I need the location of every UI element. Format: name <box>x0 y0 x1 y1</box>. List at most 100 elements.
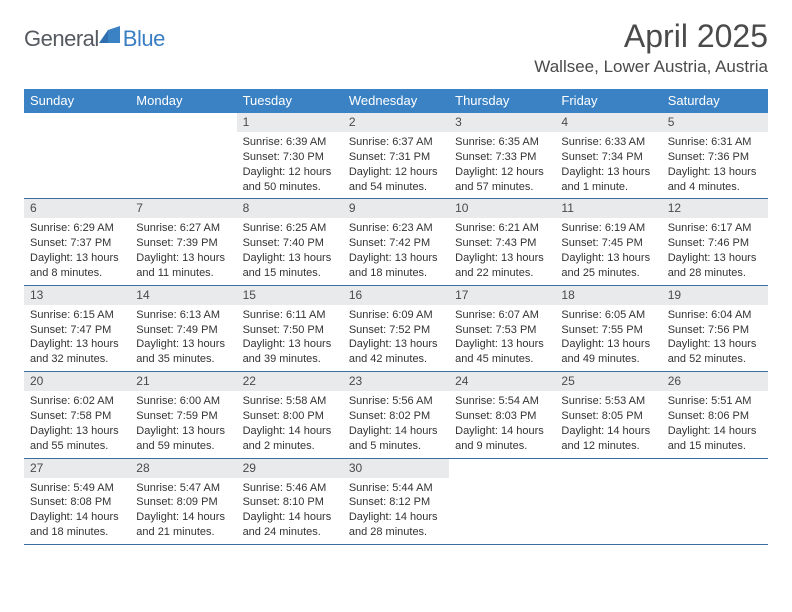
daylight-line: Daylight: 14 hours and 24 minutes. <box>243 510 337 540</box>
sunrise-line: Sunrise: 5:58 AM <box>243 394 337 409</box>
calendar-cell: 27Sunrise: 5:49 AMSunset: 8:08 PMDayligh… <box>24 459 130 544</box>
calendar-cell: 12Sunrise: 6:17 AMSunset: 7:46 PMDayligh… <box>662 199 768 284</box>
daylight-line: Daylight: 13 hours and 25 minutes. <box>561 251 655 281</box>
day-content: Sunrise: 6:19 AMSunset: 7:45 PMDaylight:… <box>555 218 661 284</box>
day-number: 8 <box>237 199 343 218</box>
sunrise-line: Sunrise: 6:00 AM <box>136 394 230 409</box>
day-number: 26 <box>662 372 768 391</box>
sunrise-line: Sunrise: 6:19 AM <box>561 221 655 236</box>
sunset-line: Sunset: 8:08 PM <box>30 495 124 510</box>
sunrise-line: Sunrise: 5:53 AM <box>561 394 655 409</box>
daylight-line: Daylight: 13 hours and 8 minutes. <box>30 251 124 281</box>
calendar-cell-empty <box>130 113 236 198</box>
calendar: SundayMondayTuesdayWednesdayThursdayFrid… <box>24 89 768 545</box>
day-content: Sunrise: 5:47 AMSunset: 8:09 PMDaylight:… <box>130 478 236 544</box>
sunset-line: Sunset: 7:56 PM <box>668 323 762 338</box>
daylight-line: Daylight: 12 hours and 50 minutes. <box>243 165 337 195</box>
sunset-line: Sunset: 8:03 PM <box>455 409 549 424</box>
weekday-header-cell: Saturday <box>662 89 768 113</box>
sunset-line: Sunset: 7:30 PM <box>243 150 337 165</box>
calendar-cell: 5Sunrise: 6:31 AMSunset: 7:36 PMDaylight… <box>662 113 768 198</box>
page-subtitle: Wallsee, Lower Austria, Austria <box>534 57 768 77</box>
sunset-line: Sunset: 7:58 PM <box>30 409 124 424</box>
calendar-cell: 15Sunrise: 6:11 AMSunset: 7:50 PMDayligh… <box>237 286 343 371</box>
day-number: 2 <box>343 113 449 132</box>
weekday-header-row: SundayMondayTuesdayWednesdayThursdayFrid… <box>24 89 768 113</box>
day-number: 17 <box>449 286 555 305</box>
calendar-cell: 26Sunrise: 5:51 AMSunset: 8:06 PMDayligh… <box>662 372 768 457</box>
weekday-header-cell: Wednesday <box>343 89 449 113</box>
calendar-cell-empty <box>662 459 768 544</box>
sunrise-line: Sunrise: 6:35 AM <box>455 135 549 150</box>
calendar-row: 6Sunrise: 6:29 AMSunset: 7:37 PMDaylight… <box>24 199 768 285</box>
daylight-line: Daylight: 13 hours and 52 minutes. <box>668 337 762 367</box>
day-content: Sunrise: 6:23 AMSunset: 7:42 PMDaylight:… <box>343 218 449 284</box>
day-content: Sunrise: 6:00 AMSunset: 7:59 PMDaylight:… <box>130 391 236 457</box>
calendar-cell: 30Sunrise: 5:44 AMSunset: 8:12 PMDayligh… <box>343 459 449 544</box>
calendar-cell: 3Sunrise: 6:35 AMSunset: 7:33 PMDaylight… <box>449 113 555 198</box>
day-content: Sunrise: 6:17 AMSunset: 7:46 PMDaylight:… <box>662 218 768 284</box>
sunrise-line: Sunrise: 6:39 AM <box>243 135 337 150</box>
day-number: 22 <box>237 372 343 391</box>
day-content: Sunrise: 6:05 AMSunset: 7:55 PMDaylight:… <box>555 305 661 371</box>
sunset-line: Sunset: 8:12 PM <box>349 495 443 510</box>
day-content: Sunrise: 6:39 AMSunset: 7:30 PMDaylight:… <box>237 132 343 198</box>
daylight-line: Daylight: 14 hours and 15 minutes. <box>668 424 762 454</box>
calendar-row: 27Sunrise: 5:49 AMSunset: 8:08 PMDayligh… <box>24 459 768 545</box>
sunrise-line: Sunrise: 6:11 AM <box>243 308 337 323</box>
calendar-cell: 22Sunrise: 5:58 AMSunset: 8:00 PMDayligh… <box>237 372 343 457</box>
day-content: Sunrise: 5:56 AMSunset: 8:02 PMDaylight:… <box>343 391 449 457</box>
calendar-row: 13Sunrise: 6:15 AMSunset: 7:47 PMDayligh… <box>24 286 768 372</box>
daylight-line: Daylight: 13 hours and 32 minutes. <box>30 337 124 367</box>
sunrise-line: Sunrise: 6:05 AM <box>561 308 655 323</box>
logo-text-general: General <box>24 26 99 52</box>
sunset-line: Sunset: 7:59 PM <box>136 409 230 424</box>
day-number: 28 <box>130 459 236 478</box>
day-number: 21 <box>130 372 236 391</box>
page-title: April 2025 <box>534 18 768 55</box>
daylight-line: Daylight: 13 hours and 55 minutes. <box>30 424 124 454</box>
sunset-line: Sunset: 7:46 PM <box>668 236 762 251</box>
day-number: 4 <box>555 113 661 132</box>
sunrise-line: Sunrise: 5:56 AM <box>349 394 443 409</box>
day-content: Sunrise: 6:09 AMSunset: 7:52 PMDaylight:… <box>343 305 449 371</box>
calendar-cell-empty <box>555 459 661 544</box>
sunrise-line: Sunrise: 6:13 AM <box>136 308 230 323</box>
sunset-line: Sunset: 7:53 PM <box>455 323 549 338</box>
weekday-header-cell: Friday <box>555 89 661 113</box>
sunset-line: Sunset: 8:00 PM <box>243 409 337 424</box>
sunset-line: Sunset: 8:05 PM <box>561 409 655 424</box>
sunset-line: Sunset: 7:36 PM <box>668 150 762 165</box>
day-content: Sunrise: 6:33 AMSunset: 7:34 PMDaylight:… <box>555 132 661 198</box>
calendar-cell: 7Sunrise: 6:27 AMSunset: 7:39 PMDaylight… <box>130 199 236 284</box>
day-number: 7 <box>130 199 236 218</box>
title-block: April 2025 Wallsee, Lower Austria, Austr… <box>534 18 768 77</box>
day-content: Sunrise: 5:51 AMSunset: 8:06 PMDaylight:… <box>662 391 768 457</box>
day-content: Sunrise: 5:44 AMSunset: 8:12 PMDaylight:… <box>343 478 449 544</box>
day-number: 15 <box>237 286 343 305</box>
sunrise-line: Sunrise: 6:07 AM <box>455 308 549 323</box>
day-number: 10 <box>449 199 555 218</box>
sunset-line: Sunset: 7:52 PM <box>349 323 443 338</box>
day-number: 16 <box>343 286 449 305</box>
calendar-cell: 28Sunrise: 5:47 AMSunset: 8:09 PMDayligh… <box>130 459 236 544</box>
day-number: 11 <box>555 199 661 218</box>
day-content: Sunrise: 6:37 AMSunset: 7:31 PMDaylight:… <box>343 132 449 198</box>
sunrise-line: Sunrise: 5:51 AM <box>668 394 762 409</box>
daylight-line: Daylight: 12 hours and 54 minutes. <box>349 165 443 195</box>
sunrise-line: Sunrise: 6:27 AM <box>136 221 230 236</box>
calendar-cell: 21Sunrise: 6:00 AMSunset: 7:59 PMDayligh… <box>130 372 236 457</box>
daylight-line: Daylight: 13 hours and 45 minutes. <box>455 337 549 367</box>
sunrise-line: Sunrise: 5:49 AM <box>30 481 124 496</box>
sunset-line: Sunset: 7:42 PM <box>349 236 443 251</box>
daylight-line: Daylight: 14 hours and 28 minutes. <box>349 510 443 540</box>
daylight-line: Daylight: 13 hours and 49 minutes. <box>561 337 655 367</box>
calendar-cell: 11Sunrise: 6:19 AMSunset: 7:45 PMDayligh… <box>555 199 661 284</box>
daylight-line: Daylight: 13 hours and 28 minutes. <box>668 251 762 281</box>
sunrise-line: Sunrise: 6:21 AM <box>455 221 549 236</box>
calendar-row: 1Sunrise: 6:39 AMSunset: 7:30 PMDaylight… <box>24 113 768 199</box>
day-content: Sunrise: 5:58 AMSunset: 8:00 PMDaylight:… <box>237 391 343 457</box>
day-number: 20 <box>24 372 130 391</box>
day-number: 25 <box>555 372 661 391</box>
day-number: 23 <box>343 372 449 391</box>
